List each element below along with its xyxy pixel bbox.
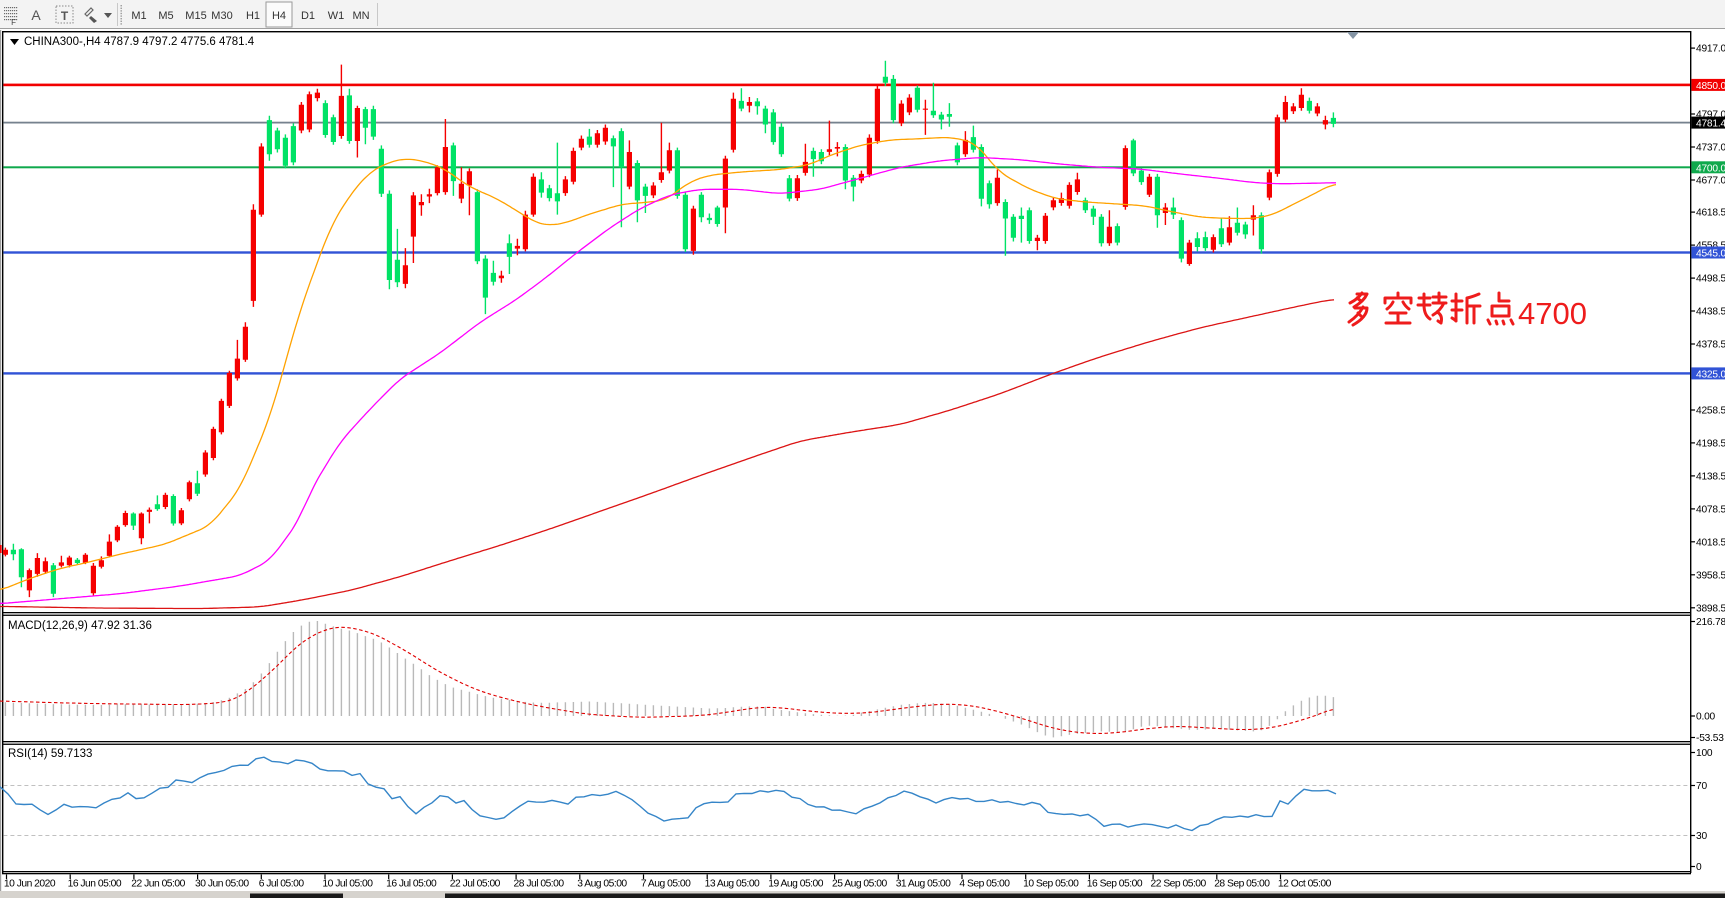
svg-text:30 Jun 05:00: 30 Jun 05:00 [195, 879, 249, 890]
svg-text:4700.0: 4700.0 [1696, 163, 1725, 174]
svg-text:MACD(12,26,9) 47.92 31.36: MACD(12,26,9) 47.92 31.36 [8, 620, 152, 632]
svg-text:10 Jul 05:00: 10 Jul 05:00 [322, 879, 373, 890]
svg-text:RSI(14) 59.7133: RSI(14) 59.7133 [8, 748, 92, 760]
svg-text:4198.5: 4198.5 [1696, 439, 1725, 450]
svg-text:4438.5: 4438.5 [1696, 307, 1725, 318]
svg-text:4138.5: 4138.5 [1696, 472, 1725, 483]
svg-text:31 Aug 05:00: 31 Aug 05:00 [896, 879, 951, 890]
svg-text:M1: M1 [131, 10, 146, 22]
svg-text:-53.53: -53.53 [1696, 733, 1724, 744]
svg-text:22 Sep 05:00: 22 Sep 05:00 [1151, 879, 1207, 890]
svg-text:100: 100 [1696, 748, 1713, 759]
svg-text:M5: M5 [158, 10, 173, 22]
svg-text:4677.0: 4677.0 [1696, 176, 1725, 187]
svg-text:H1: H1 [246, 10, 260, 22]
svg-text:22 Jul 05:00: 22 Jul 05:00 [450, 879, 501, 890]
svg-text:4545.0: 4545.0 [1696, 249, 1725, 260]
svg-text:22 Jun 05:00: 22 Jun 05:00 [131, 879, 185, 890]
svg-text:3898.5: 3898.5 [1696, 603, 1725, 614]
svg-text:30: 30 [1696, 831, 1707, 842]
svg-text:M30: M30 [211, 10, 232, 22]
svg-text:12 Oct 05:00: 12 Oct 05:00 [1278, 879, 1332, 890]
svg-text:70: 70 [1696, 781, 1707, 792]
svg-text:13 Aug 05:00: 13 Aug 05:00 [705, 879, 760, 890]
svg-text:16 Sep 05:00: 16 Sep 05:00 [1087, 879, 1143, 890]
svg-text:A: A [31, 7, 41, 23]
svg-text:4078.5: 4078.5 [1696, 505, 1725, 516]
svg-text:28 Jul 05:00: 28 Jul 05:00 [514, 879, 565, 890]
svg-text:4 Sep 05:00: 4 Sep 05:00 [959, 879, 1010, 890]
svg-text:4258.5: 4258.5 [1696, 406, 1725, 417]
svg-text:4781.4: 4781.4 [1696, 119, 1725, 130]
svg-text:4498.5: 4498.5 [1696, 274, 1725, 285]
svg-text:MN: MN [352, 10, 369, 22]
svg-text:16 Jul 05:00: 16 Jul 05:00 [386, 879, 437, 890]
svg-text:4618.5: 4618.5 [1696, 208, 1725, 219]
svg-text:3958.5: 3958.5 [1696, 570, 1725, 581]
svg-text:16 Jun 05:00: 16 Jun 05:00 [68, 879, 122, 890]
svg-text:4797.0: 4797.0 [1696, 110, 1725, 121]
svg-text:4850.0: 4850.0 [1696, 81, 1725, 92]
svg-text:3 Aug 05:00: 3 Aug 05:00 [577, 879, 627, 890]
svg-text:F: F [11, 18, 16, 27]
svg-text:216.78: 216.78 [1696, 617, 1725, 628]
svg-text:7 Aug 05:00: 7 Aug 05:00 [641, 879, 691, 890]
svg-text:6 Jul 05:00: 6 Jul 05:00 [259, 879, 305, 890]
svg-text:28 Sep 05:00: 28 Sep 05:00 [1214, 879, 1270, 890]
svg-text:4917.0: 4917.0 [1696, 44, 1725, 55]
svg-text:0: 0 [1696, 862, 1702, 873]
svg-text:T: T [61, 9, 69, 23]
svg-text:CHINA300-,H4 4787.9 4797.2 47: CHINA300-,H4 4787.9 4797.2 4775.6 4781.4 [24, 36, 255, 48]
svg-text:4325.0: 4325.0 [1696, 369, 1725, 380]
svg-text:4737.0: 4737.0 [1696, 143, 1725, 154]
svg-text:H4: H4 [272, 10, 286, 22]
svg-text:25 Aug 05:00: 25 Aug 05:00 [832, 879, 887, 890]
svg-text:10 Jun 2020: 10 Jun 2020 [4, 879, 56, 890]
svg-text:M15: M15 [185, 10, 206, 22]
svg-text:4018.5: 4018.5 [1696, 537, 1725, 548]
svg-text:D1: D1 [301, 10, 315, 22]
svg-text:4378.5: 4378.5 [1696, 340, 1725, 351]
svg-text:19 Aug 05:00: 19 Aug 05:00 [768, 879, 823, 890]
svg-text:4558.5: 4558.5 [1696, 241, 1725, 252]
svg-text:W1: W1 [328, 10, 345, 22]
svg-text:10 Sep 05:00: 10 Sep 05:00 [1023, 879, 1079, 890]
svg-text:0.00: 0.00 [1696, 712, 1716, 723]
svg-text:4700: 4700 [1518, 296, 1587, 331]
